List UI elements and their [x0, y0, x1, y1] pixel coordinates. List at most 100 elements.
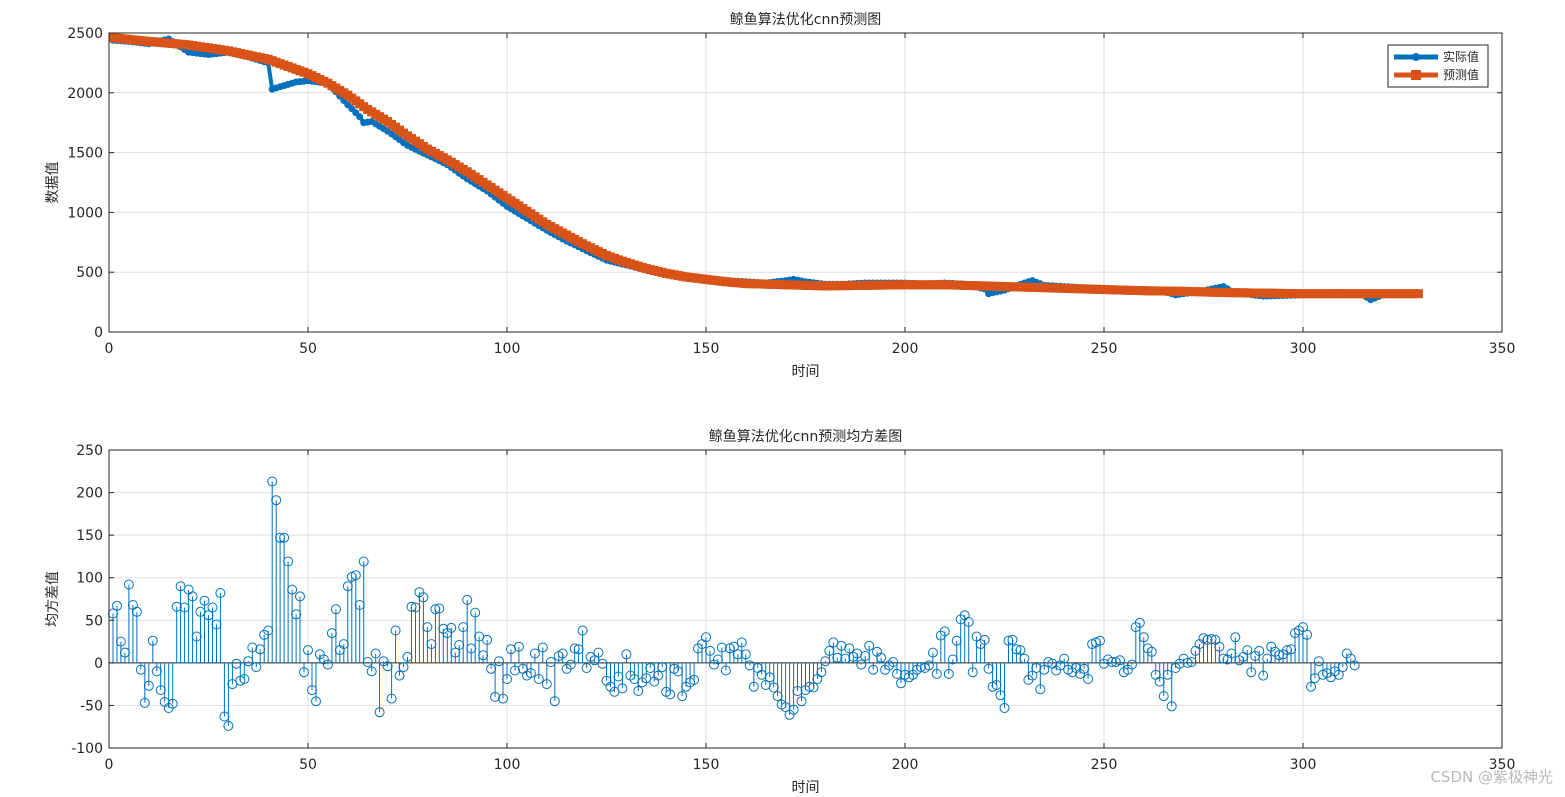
- stem-marker: [513, 641, 524, 652]
- stem-marker: [430, 604, 441, 615]
- stem-marker: [1266, 641, 1277, 652]
- stem-marker: [279, 532, 290, 543]
- stem-marker: [868, 664, 879, 675]
- y-tick-label: 2500: [67, 26, 103, 42]
- x-tick-label: 350: [1489, 757, 1516, 773]
- stem-marker: [581, 663, 592, 673]
- x-tick-label: 200: [892, 341, 919, 357]
- stem-marker: [231, 658, 242, 669]
- prediction-axes-frame: [108, 32, 1503, 333]
- stem-marker: [191, 631, 202, 642]
- stem-marker: [1126, 659, 1137, 670]
- x-tick-label: 350: [1489, 341, 1516, 357]
- prediction-data: [108, 33, 1423, 304]
- y-tick-label: 250: [76, 443, 103, 459]
- stem-marker: [1158, 691, 1169, 702]
- stem-marker: [1186, 657, 1197, 667]
- stem-marker: [908, 669, 918, 680]
- stem-marker: [577, 625, 588, 636]
- stem-marker: [896, 678, 906, 689]
- legend-actual-label: 实际值: [1443, 49, 1479, 64]
- stem-marker: [796, 696, 807, 707]
- y-tick-label: 500: [76, 265, 103, 281]
- stem-marker: [565, 659, 576, 670]
- stem-marker: [1019, 653, 1030, 664]
- stem-marker: [1134, 617, 1145, 628]
- stem-marker: [716, 642, 727, 653]
- stem-marker: [494, 656, 504, 667]
- stem-marker: [621, 649, 632, 660]
- stem-marker: [139, 697, 150, 708]
- stem-marker: [1083, 674, 1094, 684]
- stem-marker: [510, 665, 520, 676]
- y-tick-label: 100: [76, 571, 103, 587]
- stem-marker: [239, 674, 250, 684]
- stem-marker: [215, 588, 226, 598]
- stem-marker: [689, 674, 700, 685]
- stem-marker: [545, 657, 556, 667]
- stem-marker: [1166, 701, 1177, 712]
- y-tick-label: 200: [76, 486, 103, 502]
- stem-marker: [147, 635, 158, 646]
- x-tick-label: 150: [693, 757, 720, 773]
- stem-marker: [808, 682, 819, 693]
- stem-marker: [502, 674, 512, 684]
- stem-marker: [939, 626, 950, 637]
- stem-marker: [287, 584, 298, 595]
- stem-marker: [888, 657, 899, 667]
- stem-marker: [1206, 634, 1217, 644]
- stem-marker: [1114, 655, 1125, 666]
- stem-marker: [462, 594, 473, 605]
- watermark: CSDN @紫极神光: [1430, 768, 1553, 786]
- y-tick-label: -100: [71, 741, 103, 757]
- stem-marker: [653, 670, 664, 681]
- stem-marker: [923, 660, 934, 671]
- stem-marker: [123, 579, 134, 590]
- legend-actual-marker: [1412, 53, 1420, 61]
- stem-marker: [1035, 684, 1046, 695]
- stem-marker: [1015, 645, 1026, 656]
- stem-marker: [112, 600, 122, 611]
- mse-axes-frame: [108, 449, 1503, 749]
- y-tick-label: 1000: [67, 205, 103, 221]
- stem-marker: [768, 682, 779, 693]
- stem-marker: [677, 691, 688, 702]
- stem-marker: [418, 592, 429, 603]
- stem-marker: [410, 602, 421, 613]
- stem-marker: [1146, 646, 1157, 657]
- stem-marker: [398, 662, 409, 673]
- stem-marker: [541, 679, 552, 690]
- stem-marker: [131, 606, 142, 617]
- stem-marker: [199, 595, 210, 606]
- stem-marker: [1007, 634, 1018, 645]
- mse-chart-title: 鲸鱼算法优化cnn预测均方差图: [709, 428, 902, 445]
- x-tick-label: 100: [494, 757, 521, 773]
- stem-marker: [1242, 645, 1253, 656]
- stem-marker: [525, 668, 536, 679]
- stem-marker: [927, 647, 938, 658]
- stem-marker: [267, 476, 278, 487]
- stem-marker: [617, 683, 628, 694]
- stem-marker: [470, 607, 481, 618]
- stem-marker: [537, 642, 548, 653]
- mse-ticks: 0 50 100 150 200 250 300 350 -100 -50 0 50 100 150 200…: [71, 443, 1515, 773]
- stem-marker: [999, 703, 1010, 713]
- stem-marker: [593, 647, 604, 658]
- stem-marker: [748, 681, 759, 692]
- stem-marker: [498, 693, 508, 704]
- stem-marker: [330, 604, 341, 615]
- stem-marker: [533, 674, 544, 684]
- mse-x-axis-label: 时间: [792, 780, 820, 796]
- stem-marker: [1246, 667, 1257, 678]
- stem-marker: [187, 591, 198, 602]
- stem-marker: [788, 704, 799, 715]
- stem-marker: [864, 640, 875, 651]
- stem-marker: [299, 667, 309, 678]
- stem-marker: [366, 666, 377, 677]
- y-tick-label: 0: [94, 656, 103, 672]
- x-tick-label: 0: [105, 757, 114, 773]
- y-tick-label: 2000: [67, 86, 103, 102]
- stem-marker: [490, 691, 501, 702]
- stem-marker: [740, 649, 751, 660]
- stem-marker: [434, 603, 445, 614]
